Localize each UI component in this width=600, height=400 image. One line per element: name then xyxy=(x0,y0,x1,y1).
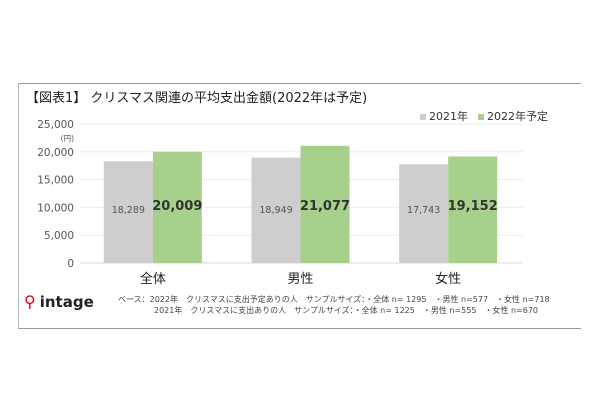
data-label: 18,289 xyxy=(112,205,145,216)
footnotes: ベース：2022年 クリスマスに支出予定ありの人 サンプルサイズ：・全体 n= … xyxy=(118,294,550,316)
legend-label: 2021年 xyxy=(429,110,468,123)
data-label: 20,009 xyxy=(152,199,202,214)
legend: 2021年 2022年予定 xyxy=(420,111,548,123)
data-label: 18,949 xyxy=(259,205,292,216)
legend-label: 2022年予定 xyxy=(487,110,548,123)
chart-title: 【図表1】 クリスマス関連の平均支出金額(2022年は予定) xyxy=(26,91,368,106)
y-tick-label: 5,000 xyxy=(44,230,74,242)
y-tick-label: 20,000 xyxy=(37,147,74,159)
data-label: 17,743 xyxy=(407,205,440,216)
chart-frame xyxy=(18,83,581,329)
legend-item-2022: 2022年予定 xyxy=(478,111,548,123)
bar-2022 xyxy=(152,151,202,263)
logo-mark-icon: ⚲ xyxy=(24,292,36,311)
data-label: 19,152 xyxy=(448,199,498,214)
legend-swatch xyxy=(478,114,484,120)
y-tick-label: 10,000 xyxy=(37,202,74,214)
footnote-2022: ベース：2022年 クリスマスに支出予定ありの人 サンプルサイズ：・全体 n= … xyxy=(118,295,550,304)
x-category-label: 女性 xyxy=(435,271,461,287)
data-label: 21,077 xyxy=(300,199,350,214)
legend-item-2021: 2021年 xyxy=(420,111,468,123)
bar-2021 xyxy=(399,164,449,263)
logo-text: intage xyxy=(39,292,94,311)
x-category-label: 男性 xyxy=(287,272,313,287)
y-tick-label: 0 xyxy=(67,258,74,270)
x-category-label: 全体 xyxy=(140,271,166,287)
legend-swatch xyxy=(420,114,426,120)
intage-logo: ⚲ intage xyxy=(24,292,94,311)
y-axis-unit: (円) xyxy=(61,134,74,143)
footnote-2021: 2021年 クリスマスに支出ありの人 サンプルサイズ：・全体 n= 1225 ・… xyxy=(154,306,539,315)
y-tick-label: 25,000 xyxy=(37,119,74,131)
bar-2022 xyxy=(300,145,350,263)
bar-2021 xyxy=(251,157,301,263)
bar-2021 xyxy=(103,161,153,263)
bar-2022 xyxy=(448,156,498,263)
y-tick-label: 15,000 xyxy=(37,175,74,187)
